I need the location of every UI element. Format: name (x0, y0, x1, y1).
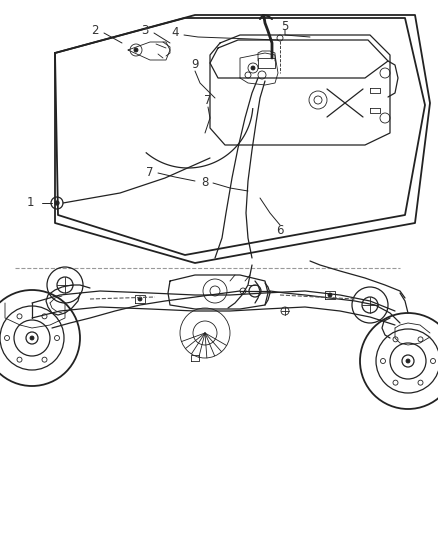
Text: 5: 5 (281, 20, 289, 34)
Circle shape (138, 297, 142, 301)
Text: 2: 2 (91, 25, 99, 37)
Circle shape (251, 66, 255, 70)
Circle shape (328, 293, 332, 297)
Circle shape (55, 201, 59, 205)
Text: 7: 7 (146, 166, 154, 180)
Text: 8: 8 (201, 176, 208, 190)
Circle shape (134, 48, 138, 52)
Text: 1: 1 (26, 197, 34, 209)
Circle shape (406, 359, 410, 363)
Circle shape (30, 336, 34, 340)
Text: 3: 3 (141, 25, 148, 37)
Text: 6: 6 (276, 224, 284, 238)
Text: 7: 7 (204, 94, 212, 108)
Text: 4: 4 (171, 27, 179, 39)
Text: 9: 9 (191, 59, 199, 71)
